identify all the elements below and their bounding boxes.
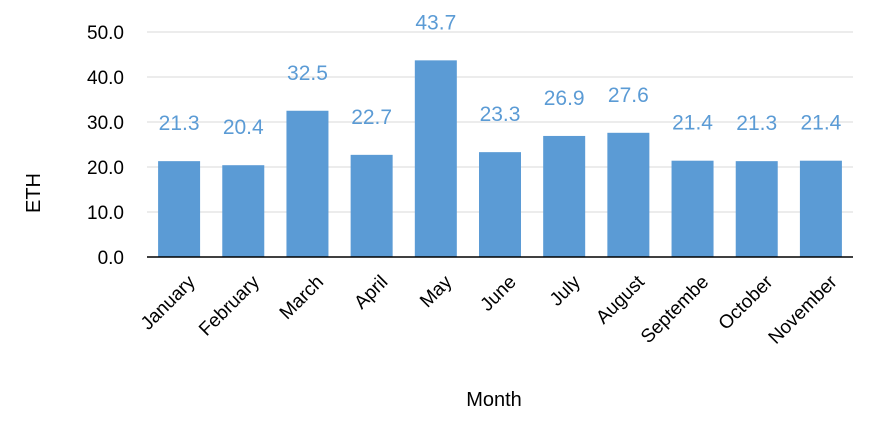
x-category-label: May <box>416 271 457 312</box>
data-label: 22.7 <box>351 106 392 129</box>
y-tick-label: 50.0 <box>87 23 124 44</box>
x-category-label: Septembe <box>637 272 713 348</box>
bars <box>158 60 842 257</box>
data-label: 20.4 <box>223 116 264 139</box>
bar <box>607 132 650 257</box>
x-axis-title: Month <box>466 389 522 411</box>
bar <box>222 165 265 257</box>
data-label: 32.5 <box>287 62 328 85</box>
bar <box>671 160 714 257</box>
x-category-label: November <box>765 271 842 348</box>
bar <box>286 110 329 257</box>
bar <box>350 154 393 257</box>
bar <box>158 161 201 257</box>
x-category-label: June <box>477 272 521 316</box>
x-category-label: March <box>276 272 328 324</box>
data-label: 43.7 <box>415 11 456 34</box>
y-axis-title: ETH <box>23 173 45 213</box>
x-category-label: October <box>715 271 778 334</box>
bar <box>543 135 586 257</box>
y-tick-label: 30.0 <box>87 113 124 134</box>
x-category-label: August <box>592 271 649 328</box>
data-label: 21.4 <box>800 112 841 135</box>
bar <box>735 161 778 257</box>
data-label: 21.3 <box>736 112 777 135</box>
x-category-label: April <box>350 272 392 314</box>
y-tick-label: 0.0 <box>98 248 124 269</box>
data-label: 26.9 <box>544 87 585 110</box>
data-label: 23.3 <box>480 103 521 126</box>
x-category-label: January <box>137 271 200 334</box>
bar <box>479 152 521 257</box>
gridlines <box>147 31 853 213</box>
bar <box>414 60 457 257</box>
y-tick-label: 10.0 <box>87 203 124 224</box>
y-tick-label: 20.0 <box>87 158 124 179</box>
y-tick-label: 40.0 <box>87 68 124 89</box>
x-category-label: July <box>546 271 585 310</box>
bar <box>799 160 842 257</box>
data-labels: 21.3 20.4 32.5 22.7 43.7 23.3 26.9 27.6 21.4 21.3… <box>159 11 842 139</box>
data-label: 21.4 <box>672 112 713 135</box>
data-label: 21.3 <box>159 112 200 135</box>
y-axis-tick-labels: 0.0 10.0 20.0 30.0 40.0 50.0 <box>87 23 124 269</box>
data-label: 27.6 <box>608 84 649 107</box>
x-category-label: February <box>195 271 264 340</box>
